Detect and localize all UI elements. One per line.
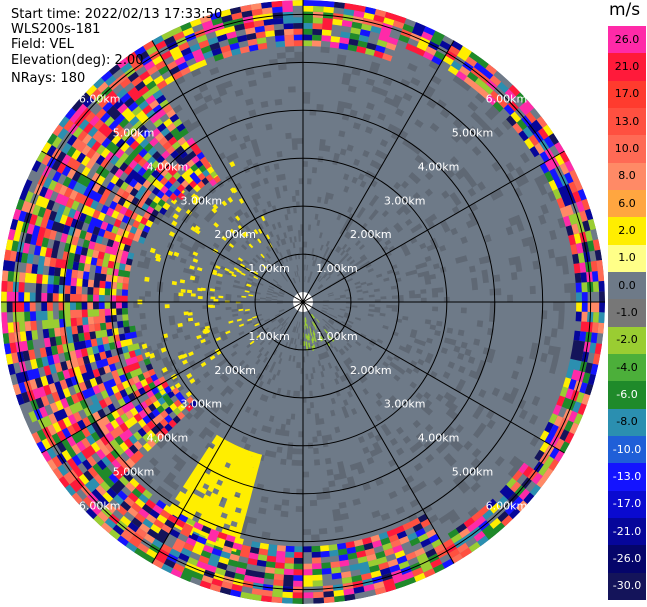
colorbar-swatch bbox=[608, 518, 646, 546]
colorbar-swatch bbox=[608, 26, 646, 54]
center-spoke bbox=[302, 293, 309, 303]
colorbar-tick-label: 1.0 bbox=[618, 251, 636, 265]
instrument-label: WLS200s-181 bbox=[11, 22, 101, 37]
colorbar-swatch bbox=[608, 162, 646, 191]
center-spoke bbox=[302, 301, 312, 308]
colorbar-tick-label: 6.0 bbox=[618, 196, 636, 210]
azimuth-spoke bbox=[151, 40, 304, 303]
colorbar-swatch bbox=[608, 436, 646, 464]
colorbar-tick-label: 0.0 bbox=[618, 278, 636, 292]
ring-label: 4.00km bbox=[147, 160, 189, 173]
colorbar-tick-label: -17.0 bbox=[612, 497, 642, 511]
azimuth-spoke bbox=[302, 150, 565, 303]
colorbar-tick-label: -8.0 bbox=[616, 415, 638, 429]
ring-label: 3.00km bbox=[181, 194, 223, 207]
center-spoke bbox=[297, 301, 304, 311]
colorbar-swatch bbox=[608, 190, 646, 218]
ppi-plot: 1.00km 1.00km 1.00km 1.00km 2.00km 2.00km 2.00… bbox=[1, 0, 605, 604]
colorbar-tick-label: -1.0 bbox=[616, 306, 638, 319]
velocity-gate-group bbox=[133, 46, 577, 541]
ring-label: 5.00km bbox=[113, 127, 155, 140]
azimuth-spoke bbox=[302, 301, 565, 454]
colorbar-swatch bbox=[608, 408, 646, 437]
start-time-label: Start time: 2022/02/13 17:33:50 bbox=[11, 7, 223, 22]
center-spoke bbox=[302, 301, 309, 311]
ring-label: 4.00km bbox=[147, 432, 189, 445]
velocity-gate-group bbox=[6, 1, 605, 604]
ring-label: 6.00km bbox=[79, 499, 121, 512]
ring-label: 2.00km bbox=[214, 228, 256, 241]
colorbar-tick-label: 10.0 bbox=[614, 142, 640, 155]
ring-label: 1.00km bbox=[248, 330, 290, 343]
colorbar-unit: m/s bbox=[609, 0, 641, 20]
colorbar-swatch bbox=[608, 463, 646, 492]
ring-label: 3.00km bbox=[181, 398, 223, 411]
colorbar-swatch bbox=[608, 572, 646, 601]
ring-label: 3.00km bbox=[384, 398, 426, 411]
colorbar-tick-label: 13.0 bbox=[614, 114, 640, 128]
ring-label: 6.00km bbox=[486, 499, 528, 512]
ring-label: 4.00km bbox=[418, 160, 460, 173]
azimuth-spoke bbox=[302, 301, 455, 564]
colorbar-swatch bbox=[608, 135, 646, 164]
colorbar-swatch bbox=[608, 354, 646, 382]
colorbar-tick-label: -26.0 bbox=[612, 552, 642, 565]
nrays-label: NRays: 180 bbox=[11, 71, 86, 86]
azimuth-spoke bbox=[41, 301, 304, 454]
colorbar-swatch bbox=[608, 381, 646, 410]
ring-label: 6.00km bbox=[486, 93, 528, 106]
ring-label: 5.00km bbox=[452, 465, 494, 478]
elevation-label: Elevation(deg): 2.00 bbox=[11, 53, 144, 68]
colorbar-tick-label: 21.0 bbox=[614, 60, 640, 73]
ring-label: 2.00km bbox=[214, 364, 256, 377]
colorbar-swatch bbox=[608, 53, 646, 82]
colorbar-tick-label: -2.0 bbox=[616, 333, 638, 347]
ring-label: 3.00km bbox=[384, 194, 426, 207]
field-label: Field: VEL bbox=[11, 37, 74, 52]
ring-label: 2.00km bbox=[350, 364, 392, 377]
velocity-gate-group bbox=[1, 2, 605, 590]
colorbar-tick-label: 8.0 bbox=[618, 169, 636, 183]
colorbar-swatch bbox=[608, 217, 646, 246]
colorbar-tick-label: -6.0 bbox=[616, 388, 638, 401]
colorbar-swatch bbox=[608, 108, 646, 136]
ring-label: 1.00km bbox=[248, 262, 290, 275]
center-spoke bbox=[302, 296, 312, 303]
ring-label: 5.00km bbox=[452, 127, 494, 140]
colorbar-tick-label: -21.0 bbox=[612, 524, 642, 538]
colorbar-swatch bbox=[608, 80, 646, 109]
center-spoke bbox=[294, 296, 304, 303]
colorbar-tick-label: -4.0 bbox=[616, 360, 638, 374]
colorbar-tick-label: -10.0 bbox=[612, 442, 642, 456]
colorbar-swatch bbox=[608, 299, 646, 328]
azimuth-spoke bbox=[151, 301, 304, 564]
center-spoke bbox=[294, 301, 304, 308]
colorbar-tick-label: 26.0 bbox=[614, 32, 640, 46]
ring-label: 2.00km bbox=[350, 228, 392, 241]
range-ring-grid bbox=[1, 0, 605, 604]
azimuth-spoke bbox=[41, 150, 304, 303]
ring-label: 4.00km bbox=[418, 432, 460, 445]
center-spoke bbox=[297, 293, 304, 303]
colorbar-tick-label: 17.0 bbox=[614, 87, 640, 101]
velocity-gate-group bbox=[1, 0, 582, 599]
colorbar-swatch bbox=[608, 545, 646, 574]
colorbar-swatch bbox=[608, 326, 646, 355]
ring-label: 1.00km bbox=[316, 262, 358, 275]
azimuth-spoke bbox=[302, 40, 455, 303]
colorbar-swatch bbox=[608, 490, 646, 519]
range-ring-labels: 1.00km 1.00km 1.00km 1.00km 2.00km 2.00km 2.00… bbox=[79, 93, 527, 513]
ring-label: 6.00km bbox=[79, 93, 121, 106]
colorbar-tick-label: 2.0 bbox=[618, 224, 636, 237]
ring-label: 5.00km bbox=[113, 465, 155, 478]
colorbar-swatch bbox=[608, 272, 646, 300]
colorbar-tick-label: -13.0 bbox=[612, 470, 642, 483]
ring-label: 1.00km bbox=[316, 330, 358, 343]
colorbar-swatch bbox=[608, 244, 646, 273]
colorbar-tick-label: -30.0 bbox=[612, 579, 642, 593]
